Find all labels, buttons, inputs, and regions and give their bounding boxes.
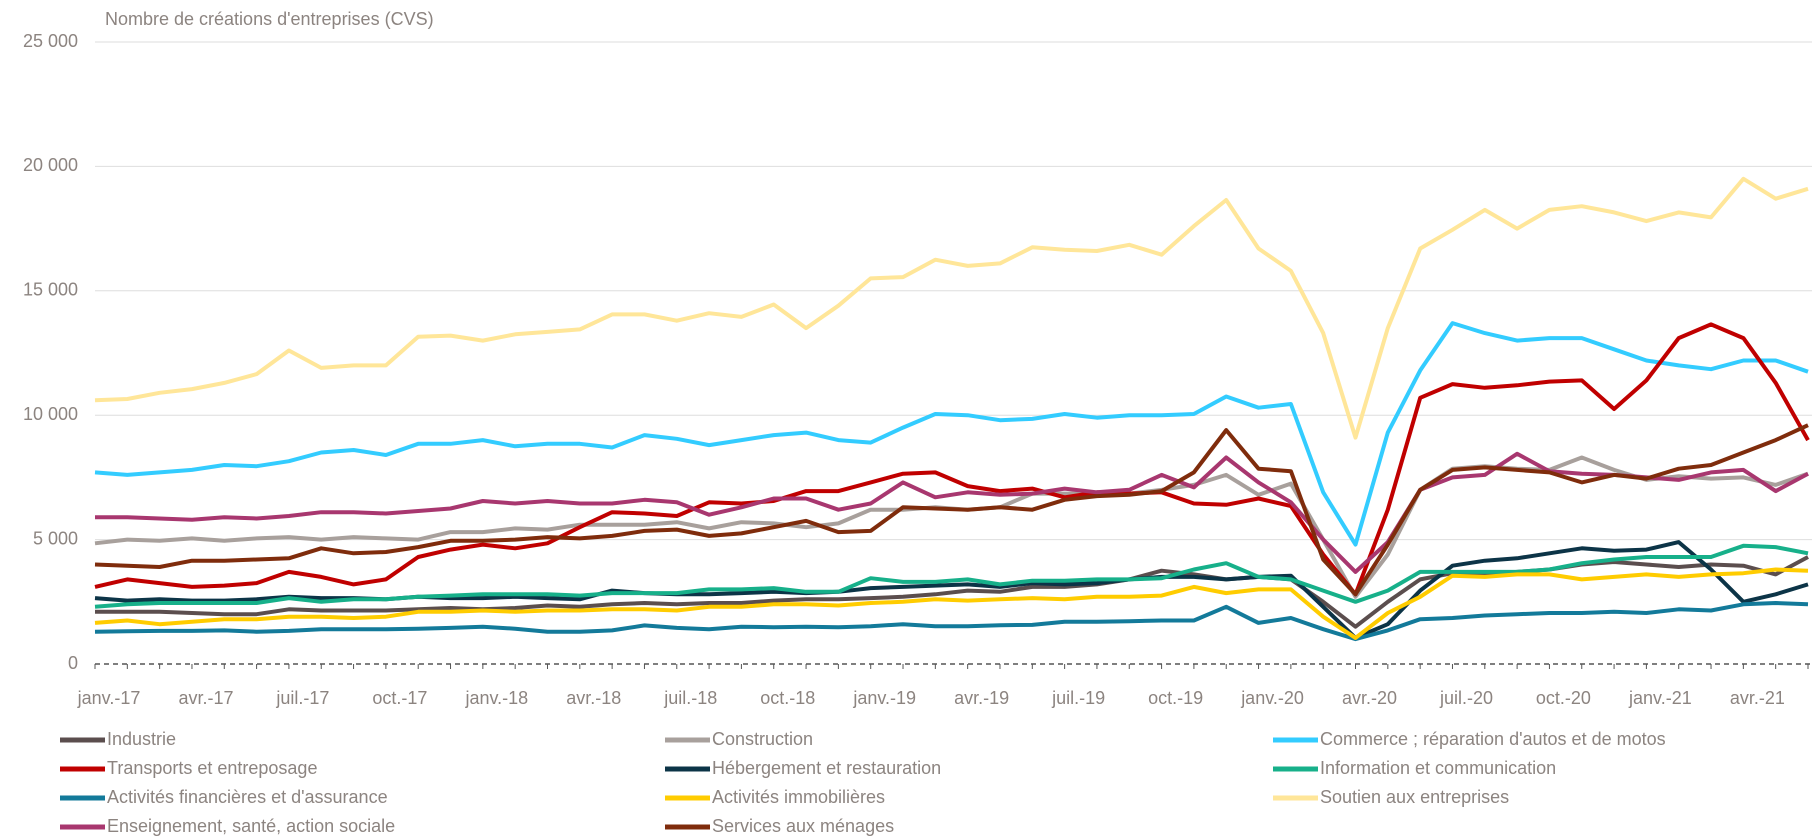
x-tick-label: avr.-19 xyxy=(954,688,1009,708)
chart-title: Nombre de créations d'entreprises (CVS) xyxy=(105,9,434,29)
x-tick-label: janv.-21 xyxy=(1628,688,1692,708)
x-tick-label: janv.-20 xyxy=(1240,688,1304,708)
x-tick-label: juil.-20 xyxy=(1439,688,1493,708)
x-tick-label: avr.-20 xyxy=(1342,688,1397,708)
y-tick-label: 10 000 xyxy=(23,404,78,424)
x-tick-label: oct.-18 xyxy=(760,688,815,708)
legend-label: Activités immobilières xyxy=(712,787,885,807)
legend-label: Enseignement, santé, action sociale xyxy=(107,816,395,836)
legend-label: Industrie xyxy=(107,729,176,749)
series-line xyxy=(94,601,1809,642)
x-tick-label: avr.-17 xyxy=(178,688,233,708)
series-line xyxy=(95,451,1809,574)
series-line xyxy=(94,423,1809,597)
legend-label: Soutien aux entreprises xyxy=(1320,787,1509,807)
x-tick-label: juil.-17 xyxy=(275,688,329,708)
legend-label: Commerce ; réparation d'autos et de moto… xyxy=(1320,729,1666,749)
x-tick-label: oct.-19 xyxy=(1148,688,1203,708)
legend-label: Information et communication xyxy=(1320,758,1556,778)
x-tick-label: juil.-19 xyxy=(1051,688,1105,708)
legend-label: Transports et entreposage xyxy=(107,758,317,778)
series-line xyxy=(94,176,1809,440)
x-tick-label: avr.-18 xyxy=(566,688,621,708)
y-tick-label: 25 000 xyxy=(23,31,78,51)
x-tick-label: janv.-19 xyxy=(852,688,916,708)
legend-label: Construction xyxy=(712,729,813,749)
series-line xyxy=(94,321,1809,547)
legend-label: Hébergement et restauration xyxy=(712,758,941,778)
legend-label: Services aux ménages xyxy=(712,816,894,836)
x-tick-label: avr.-21 xyxy=(1730,688,1785,708)
series-line xyxy=(94,567,1809,640)
x-tick-label: janv.-18 xyxy=(464,688,528,708)
y-tick-label: 5 000 xyxy=(33,528,78,548)
series-line xyxy=(94,322,1810,597)
x-tick-label: oct.-17 xyxy=(372,688,427,708)
y-tick-label: 15 000 xyxy=(23,280,78,300)
x-tick-label: janv.-17 xyxy=(77,688,141,708)
y-tick-label: 0 xyxy=(68,653,78,673)
legend-label: Activités financières et d'assurance xyxy=(107,787,388,807)
series-line xyxy=(94,540,1809,640)
series-line xyxy=(94,543,1809,609)
x-tick-label: oct.-20 xyxy=(1536,688,1591,708)
y-tick-label: 20 000 xyxy=(23,155,78,175)
x-tick-label: juil.-18 xyxy=(663,688,717,708)
